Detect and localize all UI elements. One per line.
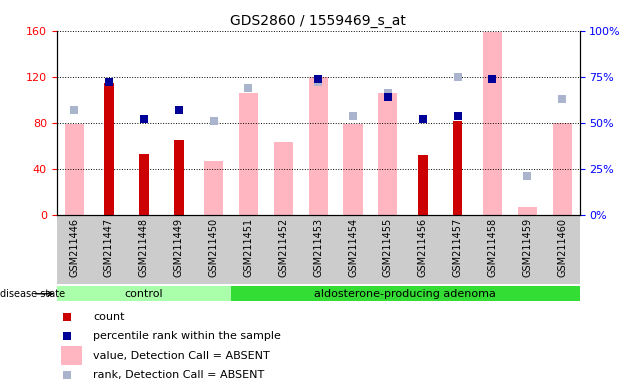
Bar: [239, 93, 258, 215]
Bar: [378, 93, 398, 215]
Bar: [518, 207, 537, 215]
Text: control: control: [125, 289, 163, 299]
Bar: [553, 123, 572, 215]
Bar: [483, 32, 502, 215]
Text: percentile rank within the sample: percentile rank within the sample: [93, 331, 281, 341]
Bar: [204, 161, 223, 215]
Bar: [343, 124, 363, 215]
Bar: [418, 155, 428, 215]
Bar: [64, 124, 84, 215]
Text: count: count: [93, 312, 125, 322]
Bar: [104, 83, 114, 215]
Bar: [61, 346, 82, 365]
Bar: [57, 286, 231, 301]
Bar: [139, 154, 149, 215]
Text: aldosterone-producing adenoma: aldosterone-producing adenoma: [314, 289, 496, 299]
Bar: [174, 140, 183, 215]
Bar: [453, 121, 462, 215]
Bar: [309, 77, 328, 215]
Bar: [273, 142, 293, 215]
Text: value, Detection Call = ABSENT: value, Detection Call = ABSENT: [93, 351, 270, 361]
Text: rank, Detection Call = ABSENT: rank, Detection Call = ABSENT: [93, 370, 265, 380]
Bar: [231, 286, 580, 301]
Text: disease state: disease state: [0, 289, 65, 299]
Title: GDS2860 / 1559469_s_at: GDS2860 / 1559469_s_at: [230, 14, 406, 28]
